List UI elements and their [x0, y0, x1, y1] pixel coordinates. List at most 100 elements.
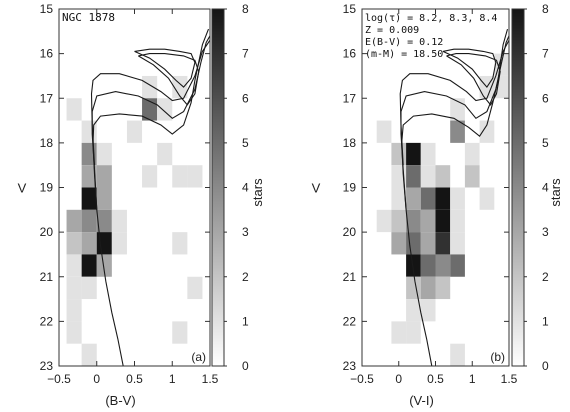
y-tick-label: 17	[40, 91, 54, 105]
heatmap-cell	[391, 142, 407, 166]
heatmap-cell	[420, 187, 436, 210]
heatmap-cell	[406, 299, 421, 322]
heatmap-cell	[172, 232, 188, 255]
panel-label: (a)	[191, 350, 206, 364]
x-tick-label: 0	[93, 372, 100, 386]
y-tick-label: 20	[40, 225, 54, 239]
heatmap-cell	[435, 232, 451, 255]
heatmap-cell	[66, 232, 82, 255]
heatmap-cell	[81, 165, 97, 188]
isochrone-line	[446, 53, 501, 106]
colorbar-tick-label: 8	[542, 2, 549, 16]
heatmap-cell	[420, 165, 436, 188]
colorbar-tick-label: 3	[542, 225, 549, 239]
heatmap-cell	[450, 187, 465, 210]
heatmap-cell	[157, 98, 173, 121]
heatmap-cell	[435, 187, 451, 210]
heatmap-cell	[435, 254, 451, 277]
x-tick-label: 0.5	[427, 372, 444, 386]
colorbar-tick-label: 7	[242, 47, 249, 61]
colorbar-tick-label: 2	[542, 270, 549, 284]
heatmap-cell	[391, 165, 407, 188]
heatmap-cell	[406, 165, 421, 188]
heatmap-cell	[81, 209, 97, 233]
annotation-line: (m-M) = 18.50	[365, 49, 443, 60]
heatmap-cell	[420, 209, 436, 233]
x-axis-label: (V-I)	[409, 393, 434, 408]
heatmap-cell	[450, 254, 465, 277]
heatmap-cell	[376, 120, 392, 143]
isochrone-line	[442, 48, 497, 89]
heatmap-cell	[66, 321, 82, 344]
heatmap-cell	[142, 75, 158, 99]
heatmap-cell	[450, 343, 465, 366]
y-tick-label: 18	[343, 136, 357, 150]
heatmap-cell	[81, 254, 97, 277]
colorbar-tick-label: 1	[542, 314, 549, 328]
heatmap-cell	[111, 209, 127, 233]
y-tick-label: 22	[40, 314, 54, 328]
colorbar-label: stars	[250, 178, 265, 207]
heatmap-cell	[187, 276, 203, 300]
x-tick-label: −0.5	[350, 372, 374, 386]
heatmap-cell	[126, 120, 143, 143]
heatmap-cell	[66, 209, 82, 233]
isochrone-line	[90, 39, 211, 166]
x-tick-label: 1	[469, 372, 476, 386]
y-tick-label: 23	[40, 359, 54, 373]
y-tick-label: 19	[40, 181, 54, 195]
isochrones	[90, 28, 211, 367]
heatmap-cell	[406, 142, 421, 166]
isochrone-line	[138, 53, 200, 106]
heatmap-cell	[406, 276, 421, 300]
heatmap-cell	[406, 254, 421, 277]
heatmap-cell	[464, 165, 480, 188]
colorbar-tick-label: 5	[242, 136, 249, 150]
heatmap-cell	[172, 321, 188, 344]
y-tick-label: 18	[40, 136, 54, 150]
y-tick-label: 22	[343, 314, 357, 328]
heatmap-cells	[376, 53, 509, 366]
y-tick-label: 17	[343, 91, 357, 105]
x-tick-label: 0.5	[126, 372, 143, 386]
colorbar-tick-label: 4	[542, 181, 549, 195]
heatmap-cell	[420, 232, 436, 255]
colorbar-tick-label: 1	[242, 314, 249, 328]
heatmap-cell	[142, 165, 158, 188]
heatmap-cell	[81, 187, 97, 210]
colorbar-label: stars	[548, 178, 563, 207]
heatmap-cell	[66, 98, 82, 121]
heatmap-cell	[96, 254, 112, 277]
isochrones	[399, 28, 510, 367]
x-axis-label: (B-V)	[105, 393, 135, 408]
heatmap-cell	[187, 165, 203, 188]
heatmap-cell	[96, 187, 112, 210]
heatmap-cell	[435, 165, 451, 188]
heatmap-cell	[391, 209, 407, 233]
heatmap-cell	[376, 209, 392, 233]
heatmap-cell	[391, 232, 407, 255]
heatmap-cell	[450, 120, 465, 143]
heatmap-cell	[96, 142, 112, 166]
y-tick-label: 16	[343, 47, 357, 61]
y-tick-label: 16	[40, 47, 54, 61]
x-tick-label: 0	[395, 372, 402, 386]
heatmap-cell	[464, 142, 480, 166]
heatmap-cell	[479, 120, 495, 143]
heatmap-cell	[96, 209, 112, 233]
heatmap-cell	[406, 321, 421, 344]
y-axis-label: V	[312, 181, 321, 196]
isochrone-line	[401, 28, 509, 367]
annotation-line: NGC 1878	[62, 11, 115, 24]
annotation-line: Z = 0.009	[365, 25, 419, 36]
heatmap-cell	[142, 98, 158, 121]
heatmap-cell	[66, 276, 82, 300]
x-tick-label: 1.5	[501, 372, 518, 386]
heatmap-cell	[479, 187, 495, 210]
heatmap-cell	[450, 98, 465, 121]
heatmap-cell	[172, 75, 188, 99]
colorbar-tick-label: 0	[242, 359, 249, 373]
